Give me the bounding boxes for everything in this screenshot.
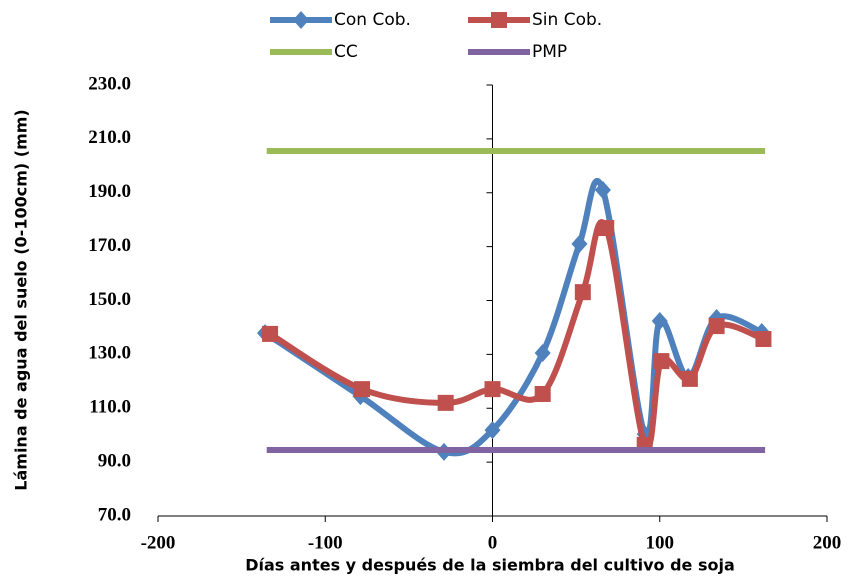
y-tick-label: 170.0 xyxy=(88,235,131,256)
x-axis-title: Días antes y después de la siembra del c… xyxy=(245,556,735,575)
data-point xyxy=(574,284,591,301)
data-point xyxy=(262,325,279,342)
legend-label: Con Cob. xyxy=(334,10,411,30)
y-tick-label: 130.0 xyxy=(88,343,131,364)
data-point xyxy=(354,381,371,398)
x-tick-label: 200 xyxy=(813,532,842,553)
data-point xyxy=(484,421,501,440)
data-point xyxy=(598,220,615,237)
y-tick-label: 70.0 xyxy=(98,504,131,525)
x-tick-label: 100 xyxy=(646,532,675,553)
data-point xyxy=(653,353,670,370)
data-point xyxy=(534,344,551,363)
data-point xyxy=(484,381,501,398)
y-tick-label: 110.0 xyxy=(89,397,131,418)
legend-label: PMP xyxy=(532,42,567,62)
y-tick-label: 210.0 xyxy=(88,127,131,148)
data-point xyxy=(594,181,611,200)
legend-marker xyxy=(293,11,309,29)
data-point xyxy=(437,394,454,411)
data-point xyxy=(681,370,698,387)
data-point xyxy=(534,385,551,402)
legend-label: Sin Cob. xyxy=(532,10,602,30)
y-tick-label: 230.0 xyxy=(88,73,131,94)
data-point xyxy=(651,311,668,330)
series-line xyxy=(268,219,765,452)
x-tick-label: -100 xyxy=(308,532,343,553)
y-tick-label: 150.0 xyxy=(88,289,131,310)
y-tick-label: 90.0 xyxy=(98,450,131,471)
x-tick-label: 0 xyxy=(488,532,498,553)
legend-label: CC xyxy=(334,42,358,62)
x-tick-label: -200 xyxy=(141,532,176,553)
data-point xyxy=(755,331,772,348)
legend-marker xyxy=(491,12,507,28)
data-point xyxy=(708,318,725,335)
y-axis-title: Lámina de agua del suelo (0-100cm) (mm) xyxy=(12,109,31,490)
series-line xyxy=(263,177,763,457)
data-point xyxy=(571,234,588,253)
y-tick-label: 190.0 xyxy=(88,181,131,202)
